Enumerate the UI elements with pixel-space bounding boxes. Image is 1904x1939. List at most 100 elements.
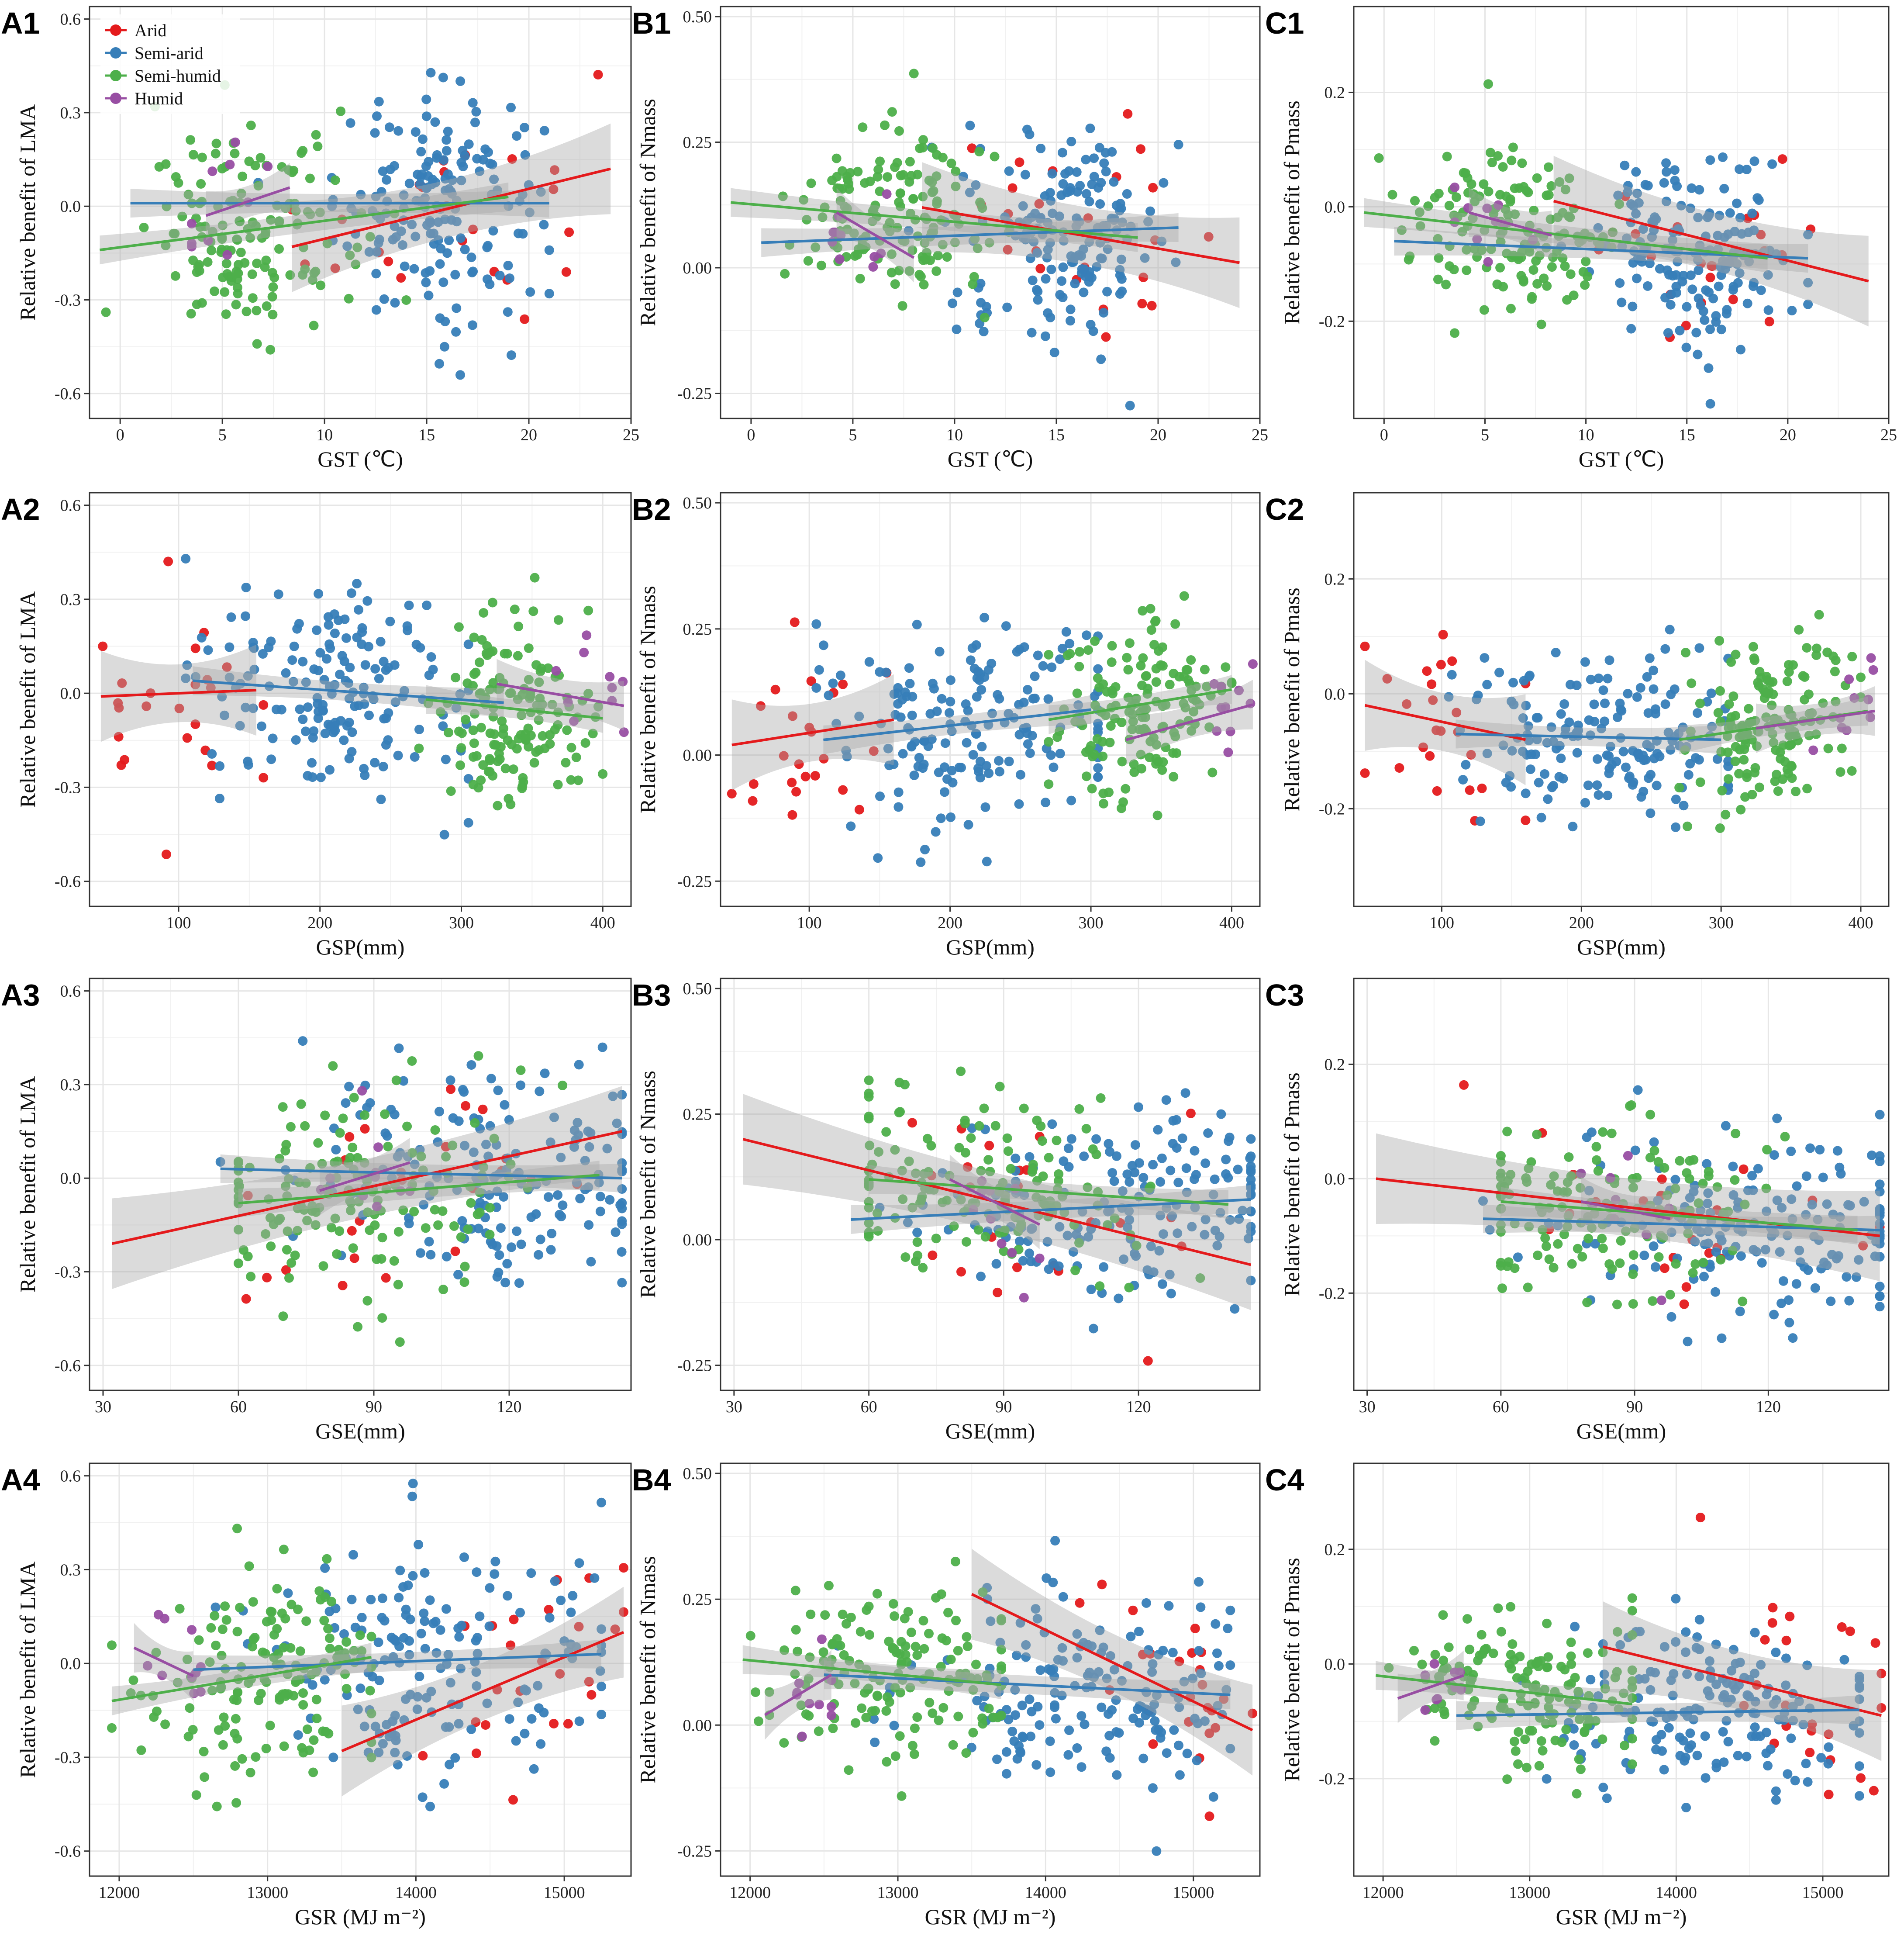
x-tick-label: 0 [116, 426, 124, 444]
point-semi-humid [210, 149, 221, 159]
point-semi-arid [1083, 1232, 1093, 1242]
point-semi-arid [1648, 1717, 1658, 1727]
point-semi-arid [409, 264, 419, 274]
point-arid [468, 225, 478, 235]
point-semi-humid [516, 1065, 526, 1075]
point-semi-arid [1713, 231, 1723, 241]
point-semi-arid [1700, 315, 1710, 325]
point-semi-arid [1036, 143, 1046, 153]
point-semi-arid [912, 1227, 922, 1237]
point-semi-humid [319, 1615, 329, 1625]
point-humid [830, 227, 840, 237]
plot-area [1354, 7, 1889, 418]
point-semi-arid [526, 1568, 536, 1578]
point-semi-arid [1041, 331, 1050, 341]
point-semi-arid [442, 146, 452, 156]
point-semi-humid [1581, 256, 1591, 266]
point-semi-arid [1694, 294, 1704, 303]
point-semi-arid [1175, 1770, 1185, 1780]
point-semi-arid [319, 675, 329, 685]
point-semi-arid [1196, 1602, 1206, 1612]
point-semi-humid [218, 1740, 228, 1750]
point-semi-arid [1146, 1241, 1156, 1251]
point-semi-arid [818, 640, 828, 650]
panel-label: A1 [1, 6, 40, 40]
y-tick-label: 0.6 [60, 10, 81, 29]
point-semi-humid [816, 260, 826, 270]
point-semi-humid [951, 1615, 961, 1625]
point-arid [141, 701, 152, 711]
point-semi-humid [235, 1603, 245, 1613]
point-humid [1429, 1659, 1439, 1669]
point-semi-arid [1763, 270, 1773, 280]
point-semi-humid [230, 149, 240, 159]
point-semi-humid [341, 1684, 352, 1694]
point-semi-humid [461, 715, 471, 725]
point-semi-arid [1130, 1140, 1140, 1150]
point-semi-arid [1662, 167, 1671, 177]
point-semi-humid [301, 1178, 311, 1188]
point-semi-humid [903, 1607, 913, 1617]
point-semi-humid [1191, 696, 1201, 706]
point-semi-humid [1510, 1219, 1520, 1229]
point-semi-humid [919, 280, 929, 290]
point-semi-arid [1721, 1716, 1732, 1726]
point-semi-arid [566, 1607, 576, 1618]
point-semi-humid [238, 1245, 248, 1255]
point-semi-arid [1786, 1733, 1796, 1743]
point-semi-arid [1675, 325, 1685, 335]
point-semi-humid [1081, 1124, 1091, 1134]
y-tick-label: 0.0 [60, 1655, 81, 1673]
point-semi-arid [1737, 1227, 1747, 1237]
legend-key-dot [110, 70, 121, 81]
point-semi-arid [958, 172, 968, 182]
point-semi-humid [161, 241, 171, 251]
point-arid [174, 703, 184, 713]
x-tick-label: 100 [1429, 914, 1454, 932]
point-semi-arid [529, 1764, 539, 1774]
point-semi-arid [1111, 1695, 1121, 1705]
point-semi-arid [1060, 169, 1070, 179]
point-semi-humid [380, 1109, 390, 1119]
point-semi-humid [1496, 1203, 1506, 1213]
point-semi-humid [402, 1121, 412, 1131]
point-semi-arid [617, 1158, 627, 1168]
point-semi-humid [818, 1647, 828, 1657]
point-semi-humid [139, 222, 149, 232]
point-semi-arid [420, 193, 430, 203]
point-humid [1463, 203, 1473, 213]
point-semi-arid [553, 1190, 563, 1200]
point-semi-arid [1035, 1665, 1045, 1675]
point-semi-humid [886, 268, 897, 278]
point-semi-arid [410, 232, 421, 242]
point-semi-arid [481, 1140, 491, 1150]
point-semi-arid [1093, 772, 1103, 782]
point-semi-humid [977, 1713, 987, 1723]
point-semi-humid [260, 1649, 270, 1659]
point-semi-arid [1650, 212, 1660, 222]
point-semi-humid [211, 1640, 221, 1650]
point-semi-humid [377, 1313, 387, 1323]
point-semi-arid [972, 692, 982, 702]
y-axis-title: Relative benefit of Nmass [635, 1556, 660, 1783]
point-semi-humid [1776, 754, 1786, 764]
point-semi-arid [1157, 236, 1167, 246]
point-semi-arid [1734, 1680, 1744, 1690]
point-semi-humid [252, 259, 262, 268]
point-semi-humid [1563, 1177, 1573, 1187]
point-arid [190, 719, 200, 729]
point-semi-humid [1082, 771, 1091, 781]
point-semi-arid [1165, 1269, 1175, 1279]
point-semi-humid [882, 222, 892, 232]
point-humid [569, 716, 579, 726]
point-semi-arid [1143, 1645, 1153, 1655]
point-semi-arid [1639, 1251, 1649, 1260]
point-semi-arid [1628, 777, 1638, 787]
x-tick-label: 0 [747, 426, 755, 444]
point-semi-humid [1559, 1187, 1569, 1197]
point-semi-humid [1510, 209, 1520, 219]
point-semi-arid [1732, 198, 1742, 208]
point-semi-arid [1001, 1747, 1011, 1757]
point-semi-humid [1442, 152, 1452, 162]
point-semi-arid [919, 736, 929, 746]
